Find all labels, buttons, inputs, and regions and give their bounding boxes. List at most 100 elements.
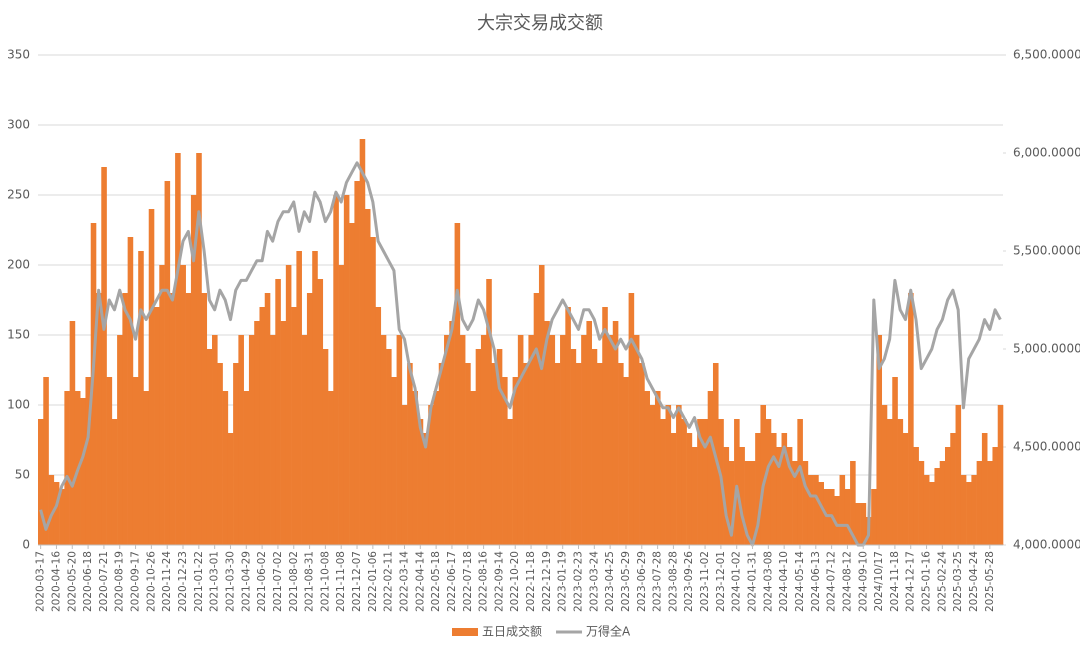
bar [243, 391, 250, 545]
x-tick-label: 2024-01-02 [731, 551, 743, 612]
bar [987, 461, 993, 545]
bar [639, 363, 645, 545]
bar [354, 181, 360, 545]
bar [127, 237, 134, 545]
bar [612, 321, 619, 545]
bar [950, 433, 956, 545]
x-tick-label: 2023-05-29 [620, 551, 632, 612]
bar [897, 419, 904, 545]
x-tick-label: 2023-04-25 [604, 551, 616, 612]
x-tick-label: 2025-03-25 [952, 551, 964, 612]
bar [291, 307, 297, 545]
bar [565, 307, 571, 545]
x-tick-label: 2022-04-14 [414, 551, 426, 612]
bar [148, 209, 155, 545]
bar [618, 363, 624, 545]
x-tick-label: 2021-03-30 [224, 551, 236, 612]
x-tick-label: 2020-11-24 [161, 551, 173, 612]
bar [233, 363, 239, 545]
x-tick-label: 2022-05-18 [430, 551, 442, 612]
bar [169, 293, 176, 545]
x-tick-label: 2023-07-28 [652, 551, 664, 612]
x-tick-label: 2024-05-14 [794, 551, 806, 612]
line [39, 161, 1002, 547]
bar [623, 377, 629, 545]
bar [855, 503, 861, 545]
x-tick-label: 2022-01-06 [367, 551, 379, 612]
bar [797, 419, 803, 545]
bar [633, 335, 640, 545]
bar [454, 223, 461, 545]
bar [976, 461, 983, 545]
bar [386, 349, 392, 545]
chart-title: 大宗交易成交额 [477, 13, 603, 34]
x-tick-label: 2021-07-02 [272, 551, 284, 612]
bar [944, 447, 951, 545]
bar [465, 363, 471, 545]
bar [649, 405, 656, 545]
bar [364, 209, 371, 545]
bar [723, 447, 730, 545]
bar [227, 433, 234, 545]
bar [523, 363, 529, 545]
bar [934, 468, 941, 545]
x-tick-label: 2021-03-01 [209, 551, 221, 612]
bar [908, 293, 914, 545]
x-tick-label: 2023-08-28 [667, 551, 679, 612]
bar [517, 335, 524, 545]
x-tick-label: 2020-05-20 [66, 551, 78, 612]
x-tick-label: 2021-06-02 [256, 551, 268, 612]
bar [69, 321, 76, 545]
bar [322, 349, 329, 545]
bar [222, 391, 229, 545]
bar [765, 419, 772, 545]
x-tick-label: 2025-02-24 [936, 551, 948, 612]
bar [739, 447, 745, 545]
y-tick-label: 100 [7, 398, 30, 412]
bar [881, 405, 888, 545]
bar [586, 321, 592, 545]
bar [744, 461, 751, 545]
bar [538, 265, 545, 545]
bar [981, 433, 988, 545]
bar [992, 447, 999, 545]
x-tick-label: 2021-10-08 [319, 551, 331, 612]
bar [533, 293, 540, 545]
y2-tick-label: 5,500.0000 [1013, 244, 1080, 258]
bar [417, 419, 424, 545]
bar [132, 377, 139, 545]
bar [444, 335, 450, 545]
bar [428, 405, 434, 545]
bar [80, 398, 86, 545]
bar [301, 335, 308, 545]
bar [138, 251, 144, 545]
bar [212, 335, 218, 545]
bar [270, 335, 276, 545]
bar [570, 349, 577, 545]
bar [818, 482, 825, 545]
y2-tick-label: 4,000.0000 [1013, 538, 1080, 552]
bar [143, 391, 150, 545]
x-tick-label: 2024/10/17 [873, 551, 885, 612]
bar [892, 377, 898, 545]
bar [681, 419, 687, 545]
bar [702, 419, 708, 545]
bar [602, 307, 608, 545]
bar [475, 349, 482, 545]
x-tick-label: 2022-11-18 [525, 551, 537, 612]
y2-tick-label: 4,500.0000 [1013, 440, 1080, 454]
bar [960, 475, 967, 545]
bar [412, 391, 418, 545]
bar [370, 237, 376, 545]
bar [206, 349, 213, 545]
x-tick-label: 2023-12-01 [715, 551, 727, 612]
bar [507, 419, 513, 545]
bar [449, 321, 455, 545]
x-tick-label: 2025-01-16 [921, 551, 933, 612]
legend-swatch [452, 628, 478, 636]
x-tick-label: 2020-08-19 [114, 551, 126, 612]
bar [560, 335, 566, 545]
bar [96, 293, 102, 545]
bar [676, 405, 682, 545]
